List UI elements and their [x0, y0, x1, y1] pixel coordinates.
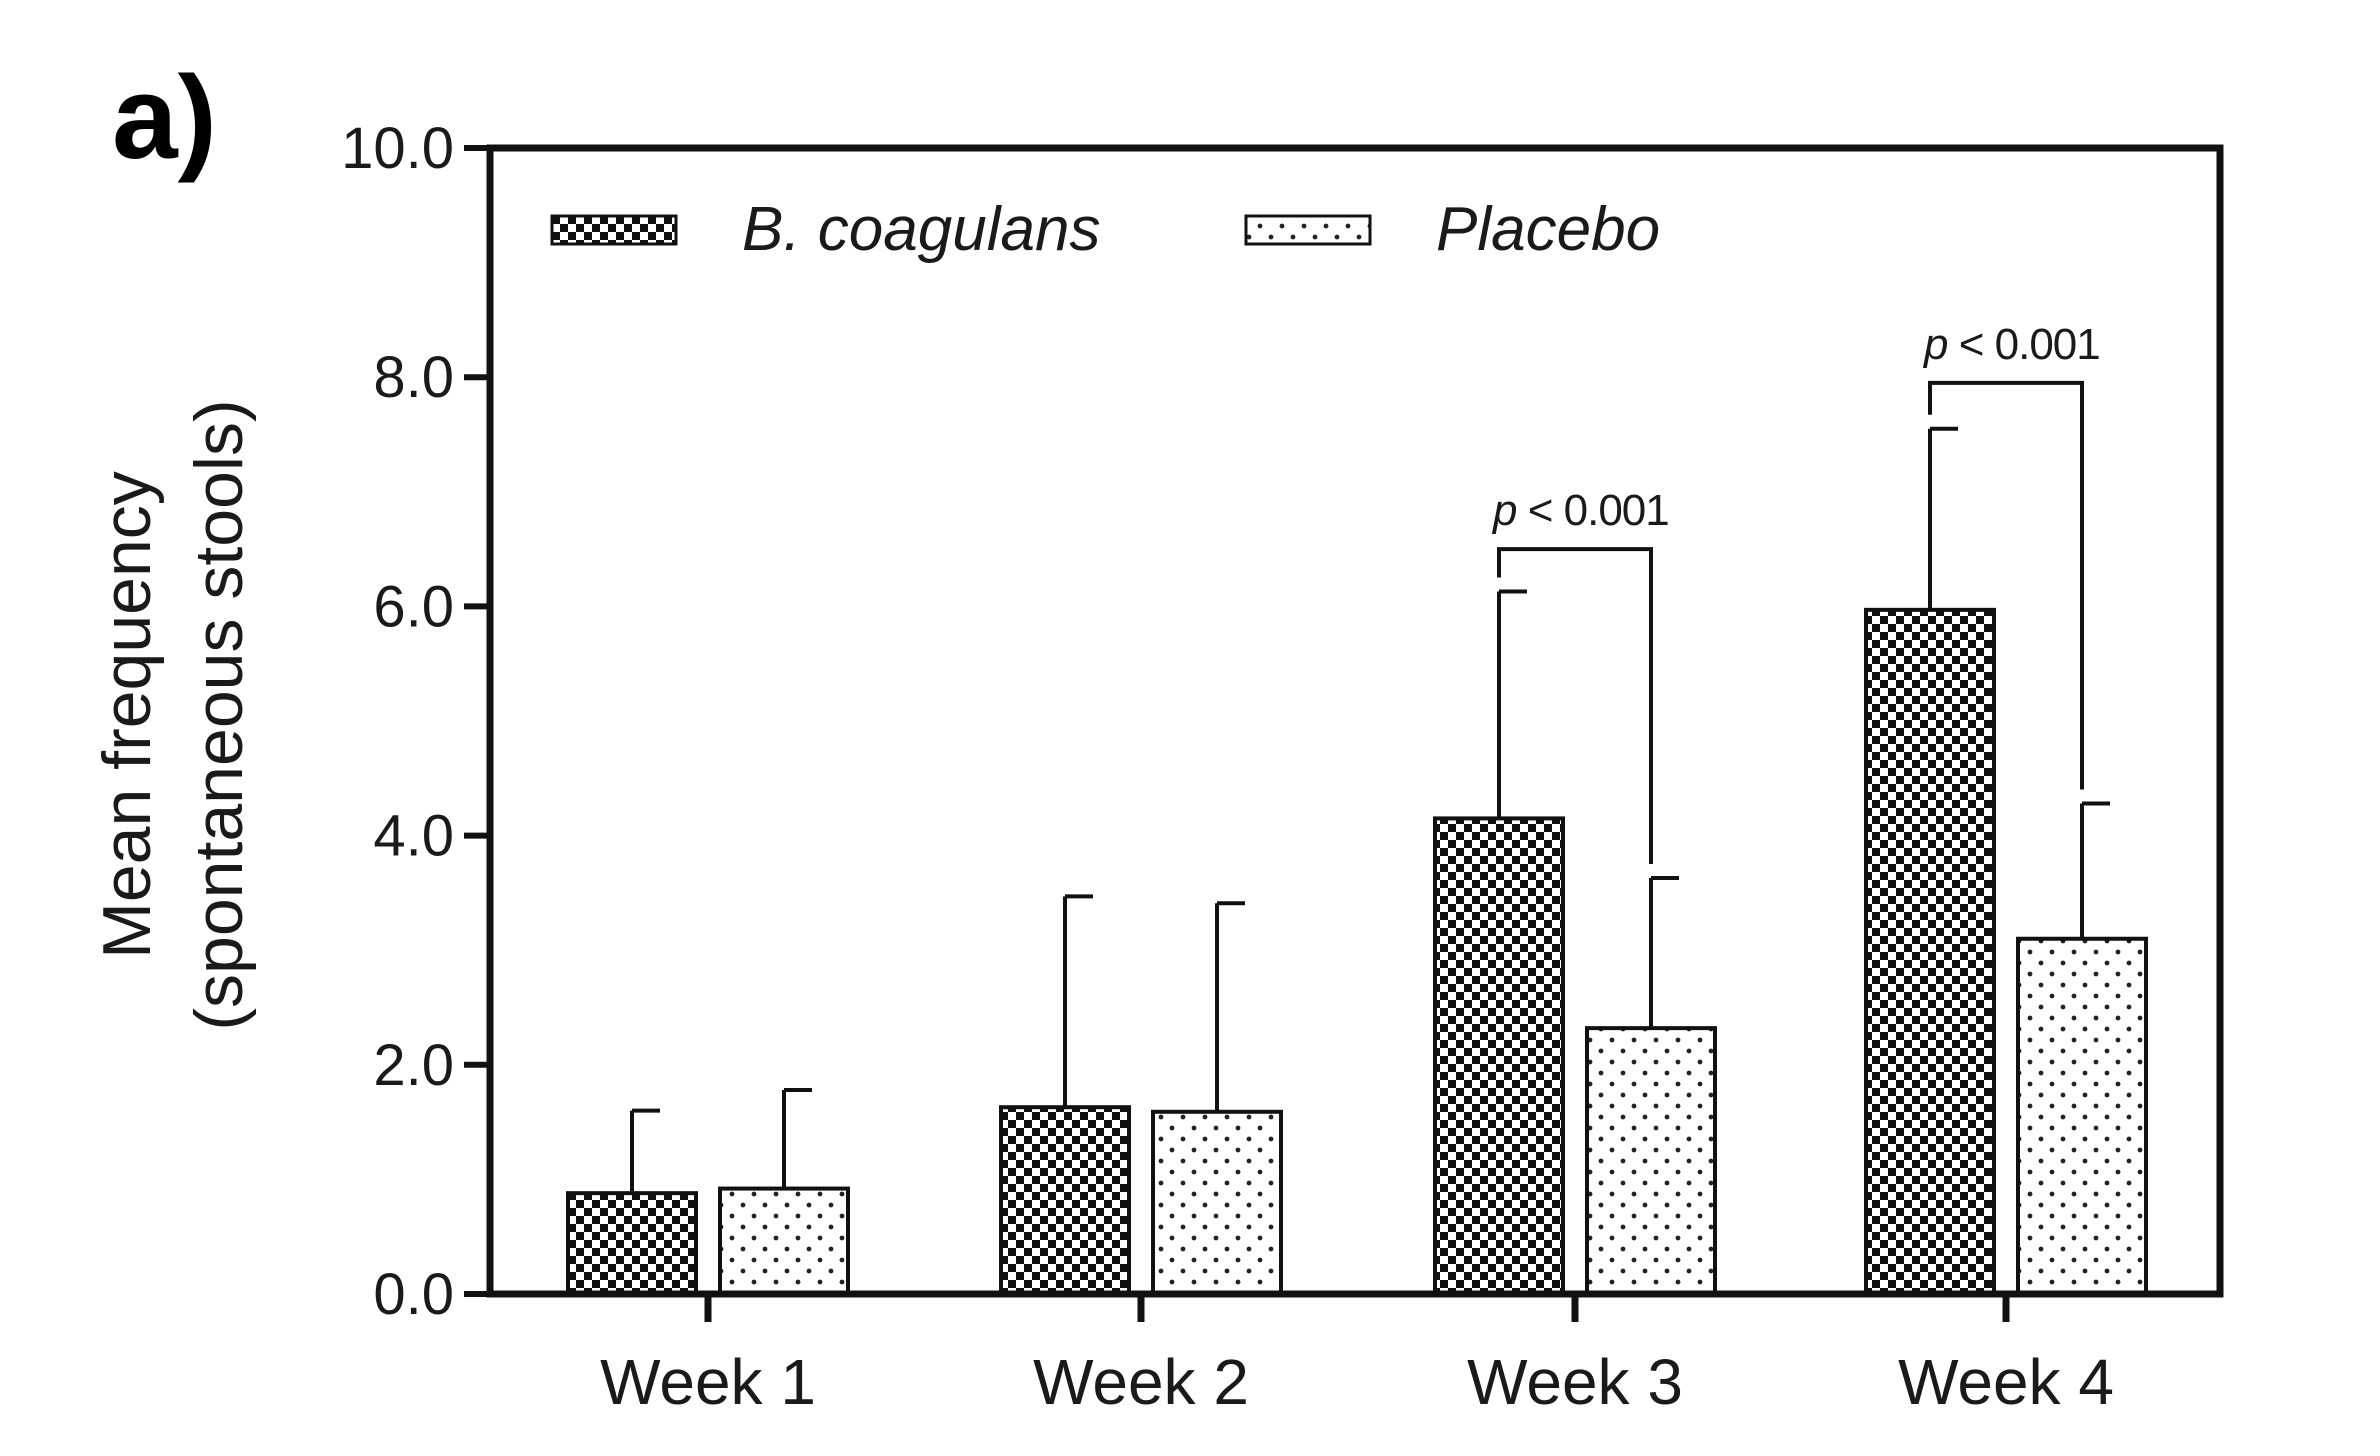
y-tick-label: 6.0	[373, 574, 454, 639]
y-tick-label: 4.0	[373, 804, 454, 869]
y-axis-title-line1: Mean frequency	[89, 471, 165, 959]
legend: B. coagulans Placebo	[550, 195, 1660, 264]
error-bar	[1497, 589, 1527, 819]
legend-swatch-b-coagulans	[550, 214, 678, 246]
y-axis-title: Mean frequency (spontaneous stools)	[89, 399, 257, 1030]
significance-annotations: p < 0.001 p < 0.001	[1491, 320, 2101, 865]
error-bar	[1215, 901, 1245, 1112]
y-tick-label: 0.0	[373, 1262, 454, 1327]
legend-label-b-coagulans: B. coagulans	[742, 195, 1100, 264]
x-tick-label: Week 3	[1467, 1346, 1683, 1418]
y-axis-ticks: 0.0 2.0 4.0 6.0 8.0 10.0	[341, 116, 490, 1327]
bar-b-coagulans	[1433, 816, 1565, 1296]
x-tick-label: Week 4	[1898, 1346, 2114, 1418]
error-bar	[782, 1088, 812, 1189]
p-value-label: p < 0.001	[1922, 320, 2100, 369]
x-tick-label: Week 2	[1033, 1346, 1249, 1418]
bar-placebo	[1151, 1109, 1283, 1297]
error-bars	[630, 426, 2110, 1194]
x-axis-categories: Week 1 Week 2 Week 3 Week 4	[600, 1294, 2114, 1418]
bar-placebo	[718, 1186, 850, 1296]
p-value-label: p < 0.001	[1491, 486, 1669, 535]
error-bar	[1649, 876, 1679, 1029]
significance-bracket: p < 0.001	[1922, 320, 2101, 790]
x-tick-label: Week 1	[600, 1346, 816, 1418]
error-bar	[2080, 801, 2110, 939]
bar-b-coagulans	[566, 1191, 698, 1296]
y-axis-title-line2: (spontaneous stools)	[181, 399, 257, 1030]
y-tick-label: 2.0	[373, 1033, 454, 1098]
bar-placebo	[1585, 1026, 1717, 1297]
legend-swatch-placebo	[1244, 214, 1372, 246]
error-bar	[1928, 426, 1958, 610]
bar-placebo	[2016, 936, 2148, 1296]
legend-label-placebo: Placebo	[1436, 195, 1660, 264]
plot-frame	[486, 144, 2224, 1298]
error-bar	[630, 1108, 660, 1194]
y-tick-label: 8.0	[373, 345, 454, 410]
bars	[566, 607, 2148, 1297]
bar-b-coagulans	[1864, 607, 1996, 1296]
y-tick-label: 10.0	[341, 116, 454, 181]
bar-b-coagulans	[999, 1105, 1131, 1297]
significance-bracket: p < 0.001	[1491, 486, 1670, 865]
error-bar	[1063, 894, 1093, 1108]
panel-label: a)	[112, 52, 217, 184]
